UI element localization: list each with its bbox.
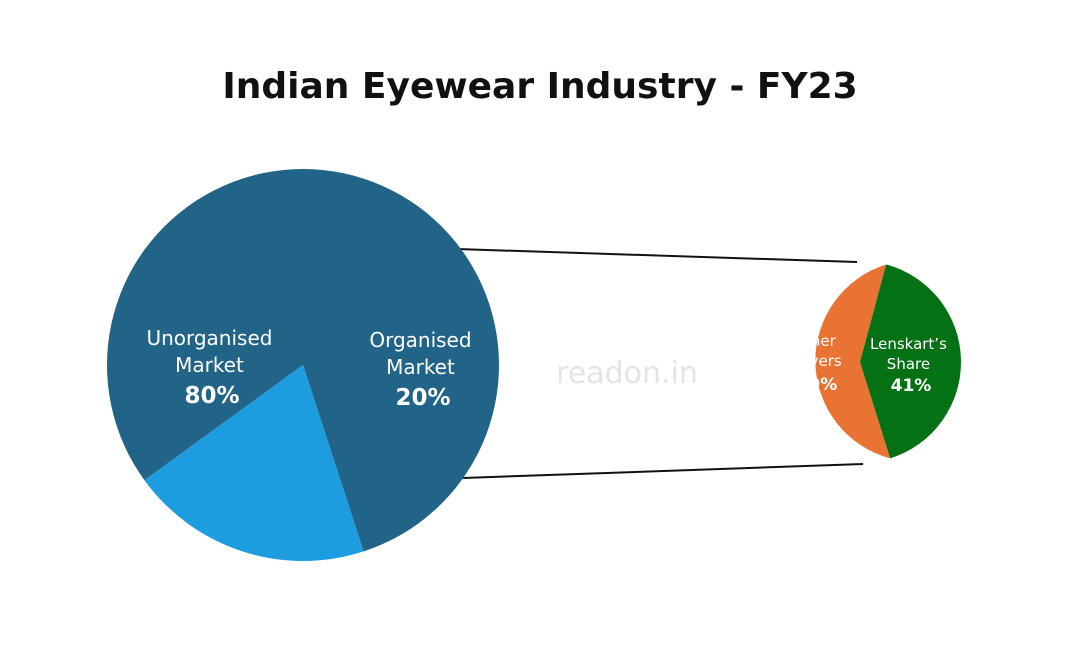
label-lenskart-share: Lenskart’s Share 41% — [870, 334, 952, 396]
pie-slice-unorganised-market — [106, 169, 499, 552]
label-organised-market: Organised Market 20% — [369, 328, 476, 411]
connector-lines — [456, 248, 864, 479]
pie-slice-lenskart-share — [860, 264, 962, 459]
label-other-players: Other Players 59% — [787, 331, 847, 395]
pie-slice-other-players — [815, 264, 891, 459]
breakdown-pie: Other Players 59% Lenskart’s Share 41% — [787, 264, 962, 459]
connector-line-bottom — [462, 463, 864, 479]
watermark: readon.in — [556, 356, 698, 391]
connector-line-top — [456, 248, 858, 263]
chart-title: Indian Eyewear Industry - FY23 — [222, 66, 857, 107]
main-pie: Unorganised Market 80% Organised Market … — [106, 169, 499, 562]
pie-slice-organised-market — [144, 365, 364, 562]
label-unorganised-market: Unorganised Market 80% — [146, 326, 277, 409]
